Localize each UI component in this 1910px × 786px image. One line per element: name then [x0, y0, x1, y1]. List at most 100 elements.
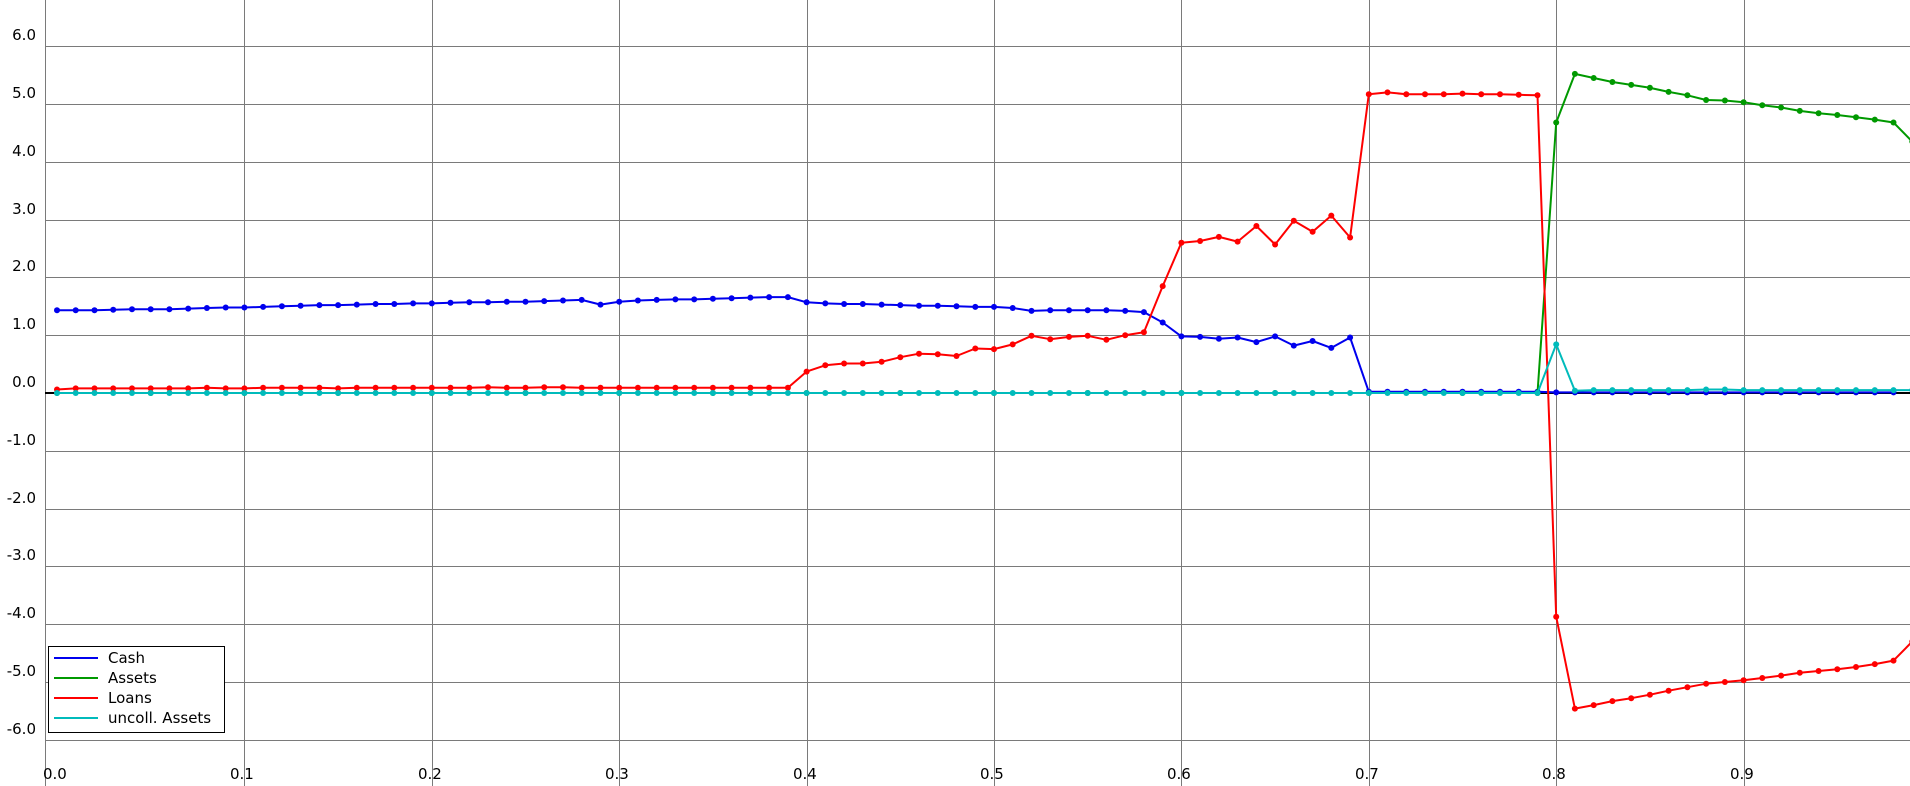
data-point-uncoll-assets — [260, 390, 267, 396]
data-point-loans — [372, 384, 379, 391]
data-point-loans — [1740, 677, 1747, 684]
data-point-uncoll-assets — [841, 390, 848, 396]
data-point-loans — [1047, 336, 1054, 343]
data-point-loans — [578, 384, 585, 391]
data-point-uncoll-assets — [1478, 390, 1485, 396]
data-point-loans — [428, 384, 435, 391]
data-point-cash — [1103, 307, 1110, 314]
data-point-uncoll-assets — [1047, 390, 1054, 396]
data-point-cash — [1009, 305, 1016, 311]
data-point-loans — [278, 384, 285, 391]
series-line-uncoll-assets — [57, 343, 1910, 394]
data-point-cash — [1234, 334, 1241, 341]
data-point-cash — [147, 306, 154, 313]
x-tick-label: 0.0 — [43, 765, 67, 783]
data-point-uncoll-assets — [1140, 390, 1147, 396]
data-point-cash — [1028, 307, 1035, 314]
data-point-uncoll-assets — [784, 390, 791, 396]
data-point-cash — [447, 299, 454, 306]
data-point-loans — [1234, 238, 1241, 245]
data-point-cash — [466, 299, 473, 306]
data-point-uncoll-assets — [1084, 390, 1091, 396]
data-point-loans — [1066, 333, 1072, 340]
data-point-uncoll-assets — [560, 390, 566, 396]
data-point-assets — [1703, 97, 1710, 103]
data-point-uncoll-assets — [878, 390, 885, 396]
data-point-uncoll-assets — [353, 390, 360, 396]
data-point-uncoll-assets — [1440, 390, 1447, 396]
data-point-loans — [1815, 668, 1822, 674]
data-point-loans — [1796, 669, 1803, 676]
y-tick-label: -5.0 — [7, 662, 36, 680]
data-point-uncoll-assets — [485, 390, 491, 396]
data-point-uncoll-assets — [747, 390, 754, 396]
data-point-cash — [353, 301, 360, 308]
data-point-loans — [766, 384, 773, 391]
data-point-cash — [1140, 309, 1147, 316]
data-point-loans — [1422, 91, 1428, 98]
data-point-uncoll-assets — [1684, 387, 1691, 394]
data-point-uncoll-assets — [241, 390, 248, 396]
data-point-loans — [1890, 657, 1897, 664]
data-point-assets — [1721, 97, 1728, 104]
data-point-cash — [803, 299, 810, 306]
data-point-uncoll-assets — [1628, 387, 1635, 394]
legend: Cash Assets Loans uncoll. Assets — [48, 646, 225, 733]
data-point-cash — [222, 304, 229, 311]
data-point-loans — [1084, 332, 1091, 339]
data-point-cash — [934, 302, 941, 309]
data-point-uncoll-assets — [1740, 387, 1747, 394]
data-point-cash — [653, 296, 660, 303]
data-point-assets — [1553, 119, 1560, 126]
data-point-loans — [841, 360, 848, 367]
data-point-cash — [522, 298, 529, 305]
data-point-loans — [316, 384, 323, 391]
data-point-loans — [916, 350, 922, 357]
data-point-uncoll-assets — [391, 390, 398, 396]
data-point-cash — [897, 302, 904, 309]
data-point-cash — [1347, 334, 1354, 341]
data-point-uncoll-assets — [1853, 387, 1859, 394]
data-point-loans — [897, 354, 904, 361]
series-line-loans — [56, 91, 1910, 710]
data-point-cash — [260, 303, 267, 310]
y-tick-label: 4.0 — [12, 142, 36, 160]
data-point-assets — [1609, 79, 1616, 85]
y-tick-label: -6.0 — [7, 720, 36, 738]
data-point-uncoll-assets — [597, 390, 604, 396]
data-point-loans — [129, 385, 135, 392]
data-point-uncoll-assets — [934, 390, 941, 396]
data-point-loans — [672, 384, 679, 391]
data-point-uncoll-assets — [297, 390, 304, 396]
data-point-uncoll-assets — [1009, 390, 1016, 396]
data-point-cash — [541, 298, 548, 305]
data-point-uncoll-assets — [803, 390, 810, 396]
x-tick-label: 0.7 — [1355, 765, 1379, 783]
data-point-loans — [1290, 217, 1297, 224]
data-point-loans — [1759, 675, 1766, 681]
data-point-uncoll-assets — [1272, 390, 1279, 396]
data-point-cash — [1159, 319, 1166, 326]
data-point-loans — [1384, 89, 1391, 96]
data-point-cash — [278, 303, 285, 310]
data-point-uncoll-assets — [1309, 390, 1316, 396]
data-point-uncoll-assets — [1459, 390, 1466, 396]
data-point-uncoll-assets — [110, 390, 117, 396]
tick-labels: 0.0 0.1 0.2 0.3 0.4 0.5 0.6 0.7 0.8 0.9 6.0 5.0 4.0 3… — [7, 26, 1754, 783]
data-point-loans — [297, 384, 304, 391]
data-point-uncoll-assets — [1721, 386, 1728, 393]
series-loans — [54, 89, 1910, 712]
x-tick-label: 0.1 — [230, 765, 254, 783]
data-point-uncoll-assets — [1103, 390, 1110, 396]
data-point-loans — [934, 351, 941, 358]
data-point-assets — [1646, 84, 1653, 91]
data-point-cash — [766, 294, 773, 301]
data-point-cash — [316, 302, 323, 309]
data-point-uncoll-assets — [316, 390, 323, 396]
data-point-uncoll-assets — [1553, 341, 1560, 348]
x-tick-label: 0.5 — [980, 765, 1004, 783]
data-point-assets — [1628, 81, 1635, 88]
data-point-cash — [1197, 333, 1204, 340]
data-point-loans — [203, 384, 210, 391]
data-point-cash — [634, 297, 641, 304]
